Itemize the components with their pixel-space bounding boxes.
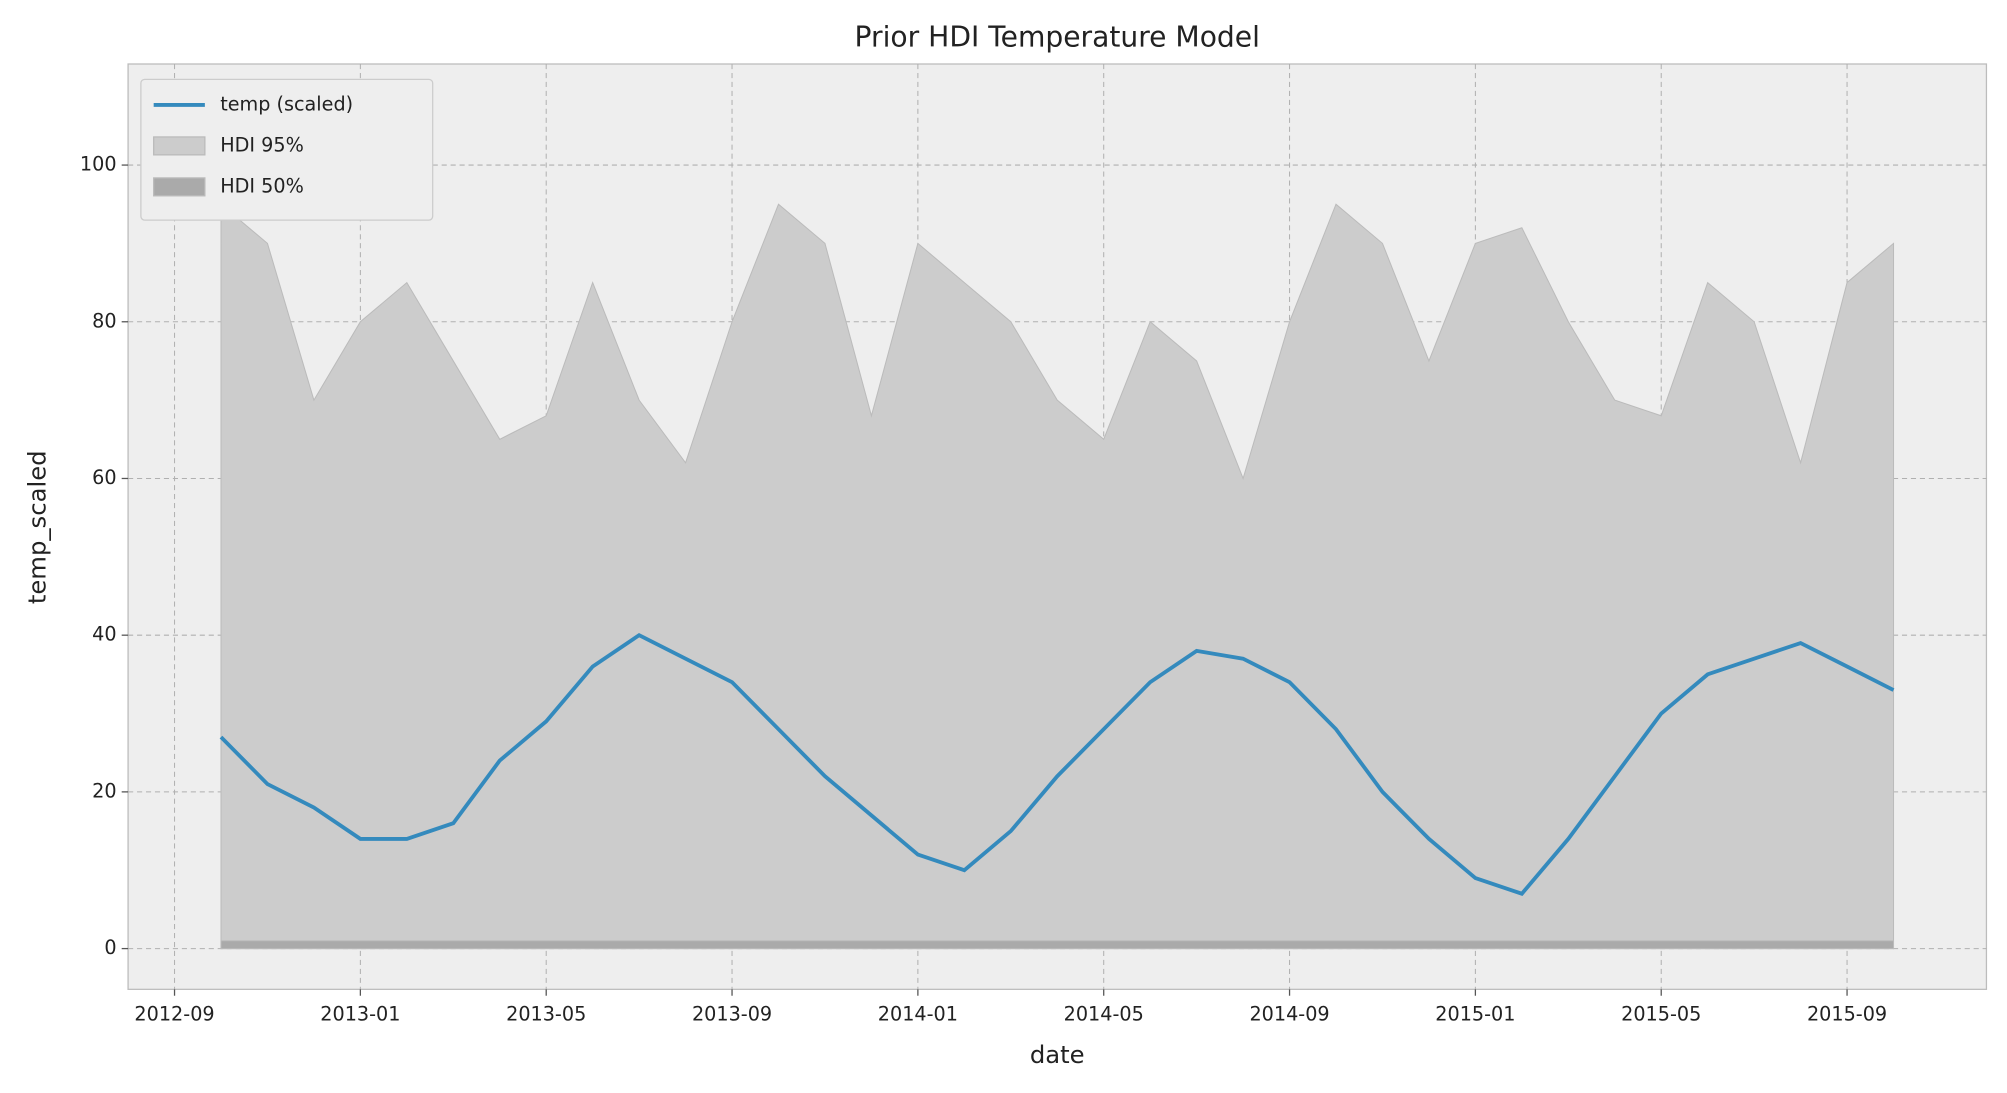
- legend-label: temp (scaled): [220, 92, 353, 115]
- x-tick-label: 2015-05: [1621, 1002, 1701, 1025]
- y-axis-label: temp_scaled: [22, 450, 51, 604]
- legend-box: [140, 78, 434, 221]
- labels: 0 20 40 60 80 100 2012-09 2013-01 2013-05 2013-09…: [80, 153, 1887, 1026]
- y-tick-label: 0: [104, 936, 116, 959]
- x-tick-label: 2013-01: [320, 1002, 400, 1025]
- y-tick-label: 60: [92, 466, 116, 489]
- x-tick-label: 2013-05: [506, 1002, 586, 1025]
- marks: [219, 203, 1895, 950]
- legend-label: HDI 50%: [220, 174, 304, 197]
- y-tick-label: 40: [92, 623, 116, 646]
- x-tick-label: 2014-09: [1249, 1002, 1329, 1025]
- chart-title: Prior HDI Temperature Model: [855, 20, 1260, 53]
- legend: temp (scaled) HDI 95% HDI 50%: [140, 78, 434, 221]
- line: [219, 632, 1895, 896]
- y-tick-label: 100: [80, 153, 117, 176]
- hdi-band: [220, 940, 1895, 950]
- x-tick-label: 2015-01: [1435, 1002, 1515, 1025]
- legend-swatch: [153, 177, 206, 197]
- legend-label: HDI 95%: [220, 133, 304, 156]
- x-axis-label: date: [1030, 1040, 1085, 1069]
- x-tick-label: 2014-05: [1064, 1002, 1144, 1025]
- y-tick-label: 20: [92, 779, 116, 802]
- legend-swatch: [153, 136, 206, 156]
- x-tick-label: 2015-09: [1807, 1002, 1887, 1025]
- x-tick-label: 2014-01: [878, 1002, 958, 1025]
- x-tick-label: 2012-09: [134, 1002, 214, 1025]
- y-tick-label: 80: [92, 309, 116, 332]
- x-tick-label: 2013-09: [692, 1002, 772, 1025]
